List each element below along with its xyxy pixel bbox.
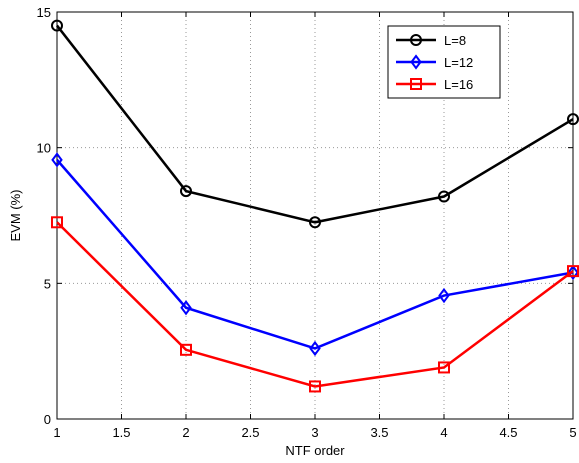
data-point	[309, 340, 321, 357]
data-point	[180, 185, 192, 198]
series-line	[56, 159, 574, 350]
data-point	[567, 113, 579, 126]
x-tick-label: 1.5	[112, 425, 130, 440]
x-tick-label: 4	[440, 425, 447, 440]
data-point	[51, 152, 63, 168]
x-tick-label: 3	[311, 425, 318, 440]
data-point	[180, 343, 192, 356]
legend-item: L=8	[396, 33, 466, 48]
legend-item: L=16	[396, 77, 473, 92]
series-layer	[51, 19, 579, 393]
data-point	[438, 287, 450, 304]
series-L=12	[51, 152, 579, 357]
y-tick-label: 5	[44, 276, 51, 291]
data-point	[51, 19, 63, 32]
y-tick-label: 10	[37, 141, 51, 156]
data-point	[309, 380, 321, 393]
x-tick-label: 2.5	[241, 425, 259, 440]
legend-marker	[410, 34, 422, 46]
data-point	[309, 216, 321, 229]
x-tick-label: 3.5	[370, 425, 388, 440]
y-tick-label: 15	[37, 5, 51, 20]
data-point	[51, 216, 63, 229]
data-point	[438, 361, 450, 374]
x-tick-label: 5	[569, 425, 576, 440]
legend-label: L=8	[444, 33, 466, 48]
series-L=8	[51, 19, 579, 229]
data-point	[180, 300, 192, 316]
series-L=16	[51, 216, 579, 393]
x-tick-label: 4.5	[499, 425, 517, 440]
legend-label: L=16	[444, 77, 473, 92]
legend-marker	[410, 78, 422, 90]
x-tick-label: 2	[182, 425, 189, 440]
legend: L=8 L=12 L=16	[387, 25, 501, 99]
axis-ticks: 1 1.5 2 2.5 3 3.5 4 4.5 5 0 5 10 15	[37, 5, 577, 440]
data-point	[438, 190, 450, 203]
legend-marker	[410, 54, 422, 70]
y-axis-label: EVM (%)	[8, 190, 23, 242]
series-line	[56, 24, 574, 224]
legend-label: L=12	[444, 55, 473, 70]
legend-item: L=12	[396, 54, 473, 70]
x-axis-label: NTF order	[285, 443, 345, 458]
x-tick-label: 1	[53, 425, 60, 440]
y-tick-label: 0	[44, 412, 51, 427]
series-line	[56, 221, 574, 388]
data-point	[567, 264, 579, 281]
data-point	[567, 265, 579, 278]
